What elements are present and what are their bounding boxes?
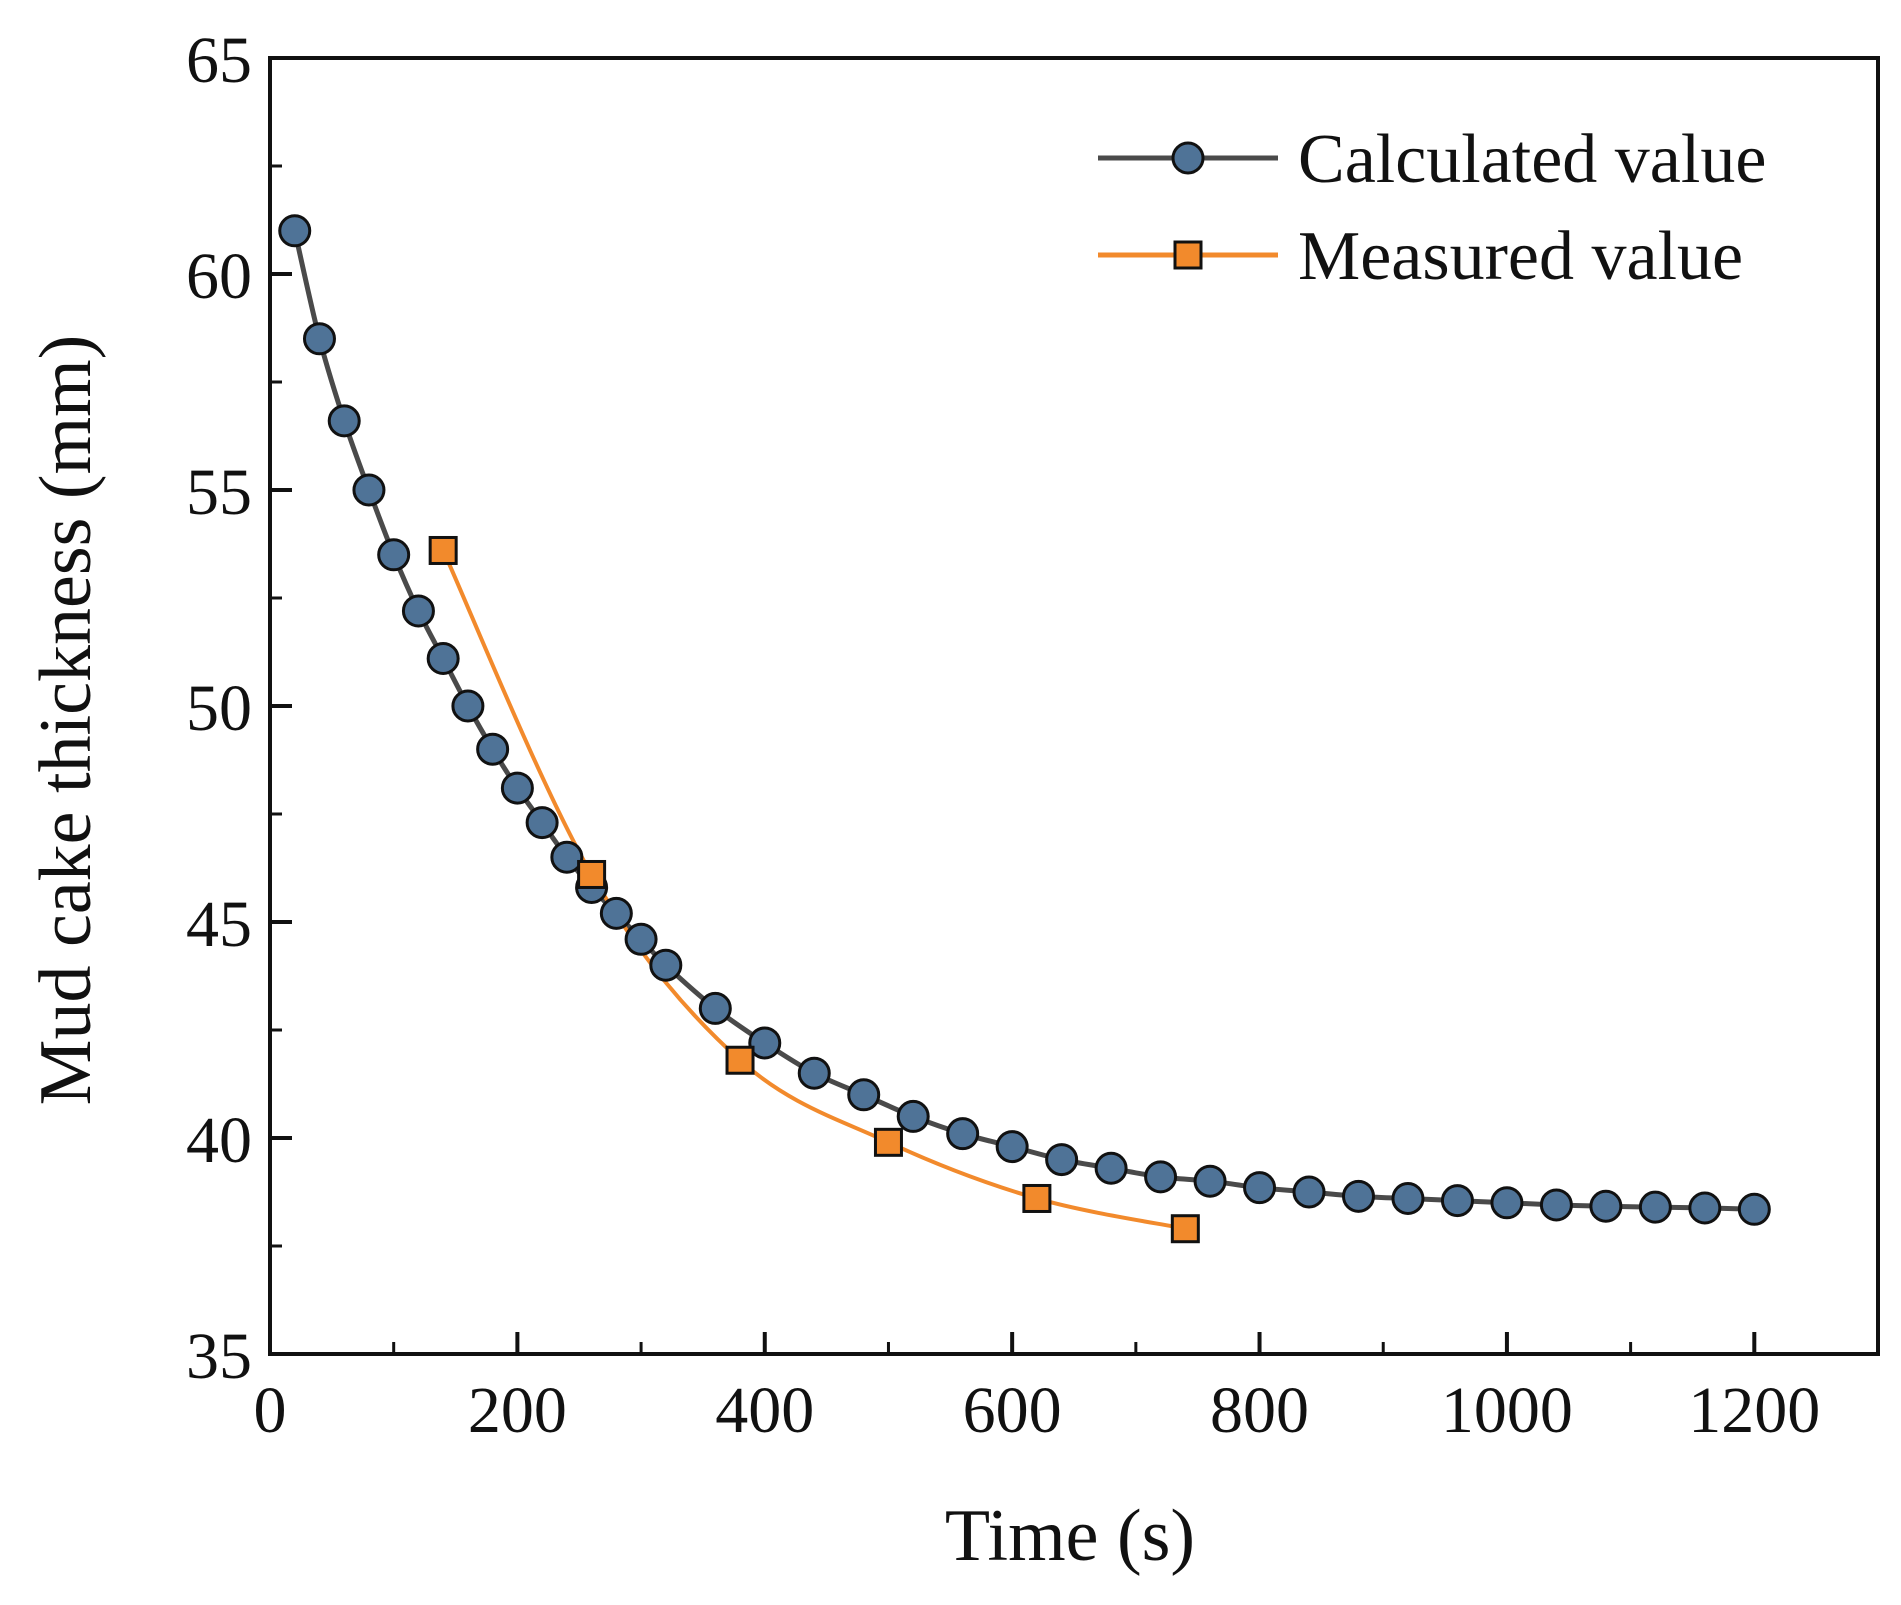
y-tick-label: 40 — [186, 1104, 252, 1177]
y-tick-label: 65 — [186, 24, 252, 97]
x-axis-ticks: 0 200 400 600 800 1000 1200 — [254, 1332, 1820, 1447]
calculated-point — [401, 594, 435, 628]
measured-point — [428, 535, 458, 565]
calculated-point — [1292, 1175, 1326, 1209]
x-tick-label: 1200 — [1688, 1374, 1820, 1447]
calculated-point — [1045, 1143, 1079, 1177]
legend-measured-label: Measured value — [1298, 218, 1743, 295]
y-axis-title: Mud cake thickness (mm) — [25, 335, 107, 1106]
y-tick-label: 35 — [186, 1320, 252, 1393]
y-tick-label: 60 — [186, 240, 252, 313]
calculated-point — [1539, 1188, 1573, 1222]
y-axis-ticks: 35 40 45 50 55 60 65 — [186, 24, 292, 1393]
calculated-point — [1144, 1160, 1178, 1194]
x-tick-label: 800 — [1210, 1374, 1309, 1447]
calculated-point — [995, 1130, 1029, 1164]
calculated-point — [1094, 1151, 1128, 1185]
y-tick-label: 50 — [186, 672, 252, 745]
calculated-point — [599, 896, 633, 930]
calculated-point — [451, 689, 485, 723]
calculated-point — [946, 1117, 980, 1151]
calculated-point — [698, 991, 732, 1025]
legend-calculated-marker — [1171, 141, 1205, 175]
x-tick-label: 400 — [715, 1374, 814, 1447]
calculated-point — [1341, 1179, 1375, 1213]
calculated-point — [426, 641, 460, 675]
y-tick-label: 45 — [186, 888, 252, 961]
calculated-point — [500, 771, 534, 805]
measured-point — [873, 1127, 903, 1157]
calculated-point — [1688, 1191, 1722, 1225]
plot-area — [268, 56, 1880, 1356]
measured-point — [1170, 1214, 1200, 1244]
measured-point — [725, 1045, 755, 1075]
x-tick-label: 600 — [963, 1374, 1062, 1447]
x-axis-title: Time (s) — [945, 1495, 1195, 1577]
calculated-point — [748, 1026, 782, 1060]
calculated-point — [847, 1078, 881, 1112]
calculated-point — [797, 1056, 831, 1090]
x-tick-label: 0 — [254, 1374, 287, 1447]
calculated-point — [1589, 1189, 1623, 1223]
legend: Calculated value Measured value — [1098, 121, 1766, 295]
calculated-point — [624, 922, 658, 956]
calculated-point — [1490, 1186, 1524, 1220]
calculated-point — [1440, 1184, 1474, 1218]
calculated-point — [1243, 1171, 1277, 1205]
calculated-point — [327, 404, 361, 438]
measured-point — [577, 859, 607, 889]
calculated-point — [302, 322, 336, 356]
calculated-point — [550, 840, 584, 874]
y-tick-label: 55 — [186, 456, 252, 529]
calculated-point — [352, 473, 386, 507]
calculated-point — [1193, 1164, 1227, 1198]
calculated-point — [476, 732, 510, 766]
series-layer — [278, 214, 1771, 1244]
calculated-point — [278, 214, 312, 248]
calculated-point — [377, 538, 411, 572]
x-tick-label: 200 — [468, 1374, 567, 1447]
calculated-point — [896, 1099, 930, 1133]
calculated-point — [649, 948, 683, 982]
calculated-point — [1737, 1192, 1771, 1226]
measured-point — [1022, 1183, 1052, 1213]
calculated-point — [1638, 1190, 1672, 1224]
calculated-point — [525, 806, 559, 840]
calculated-point — [1391, 1181, 1425, 1215]
legend-measured-marker — [1173, 240, 1203, 270]
x-tick-label: 1000 — [1441, 1374, 1573, 1447]
legend-calculated-label: Calculated value — [1298, 121, 1766, 198]
